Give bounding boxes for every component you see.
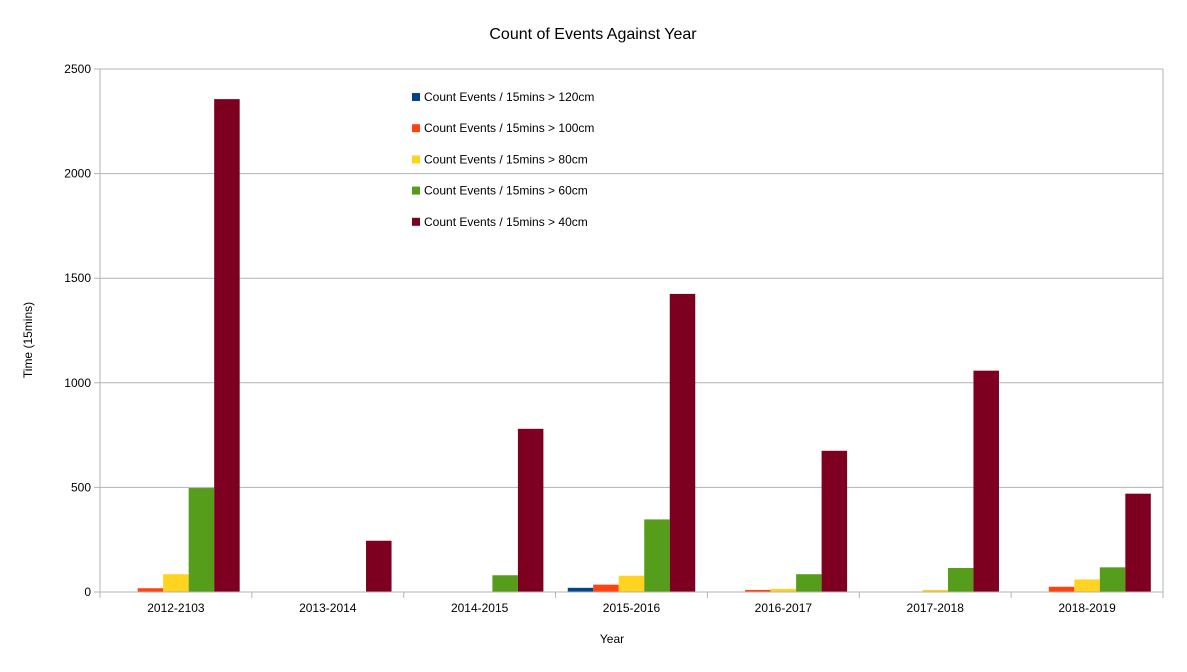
x-tick-label: 2017-2018 [907, 601, 965, 615]
bar [922, 589, 948, 592]
legend-label: Count Events / 15mins > 100cm [424, 121, 594, 135]
legend-swatch [412, 217, 420, 226]
legend-swatch [412, 186, 420, 195]
y-tick-label: 500 [71, 480, 91, 494]
bar [214, 99, 240, 592]
legend-label: Count Events / 15mins > 80cm [424, 152, 588, 166]
x-tick-label: 2015-2016 [603, 601, 661, 615]
x-tick-label: 2018-2019 [1058, 601, 1116, 615]
y-tick-label: 0 [84, 585, 91, 599]
bar [492, 575, 518, 592]
x-tick-labels: 2012-2103 2013-2014 2014-2015 2015-2016 2016… [147, 601, 1116, 615]
bar [973, 370, 999, 592]
legend-label: Count Events / 15mins > 120cm [424, 90, 594, 104]
legend: Count Events / 15mins > 120cm Count Event… [412, 90, 594, 229]
bar [669, 293, 696, 592]
bar [796, 574, 822, 592]
bar [163, 574, 189, 592]
chart-title: Count of Events Against Year [489, 26, 697, 43]
legend-label: Count Events / 15mins > 60cm [424, 184, 588, 198]
bar [593, 584, 619, 592]
x-tick-label: 2013-2014 [299, 601, 357, 615]
bar [821, 450, 848, 592]
bar [366, 540, 392, 592]
x-axis-label: Year [600, 632, 624, 646]
bar [745, 589, 771, 592]
bar [1074, 579, 1100, 592]
y-tick-label: 1000 [64, 376, 91, 390]
y-tick-label: 2500 [64, 62, 91, 76]
gridlines [94, 68, 1164, 593]
bar [644, 519, 670, 592]
y-tick-labels: 0 500 1000 1500 2000 2500 [64, 62, 91, 599]
y-axis-label: Time (15mins) [21, 302, 35, 378]
y-tick-label: 1500 [64, 271, 91, 285]
bar [618, 575, 645, 592]
legend-swatch [412, 93, 420, 101]
x-tick-label: 2016-2017 [755, 601, 813, 615]
y-tick-label: 2000 [64, 167, 91, 181]
bar [567, 587, 594, 592]
bar [770, 588, 797, 592]
x-tick-label: 2014-2015 [451, 601, 509, 615]
bar [137, 588, 164, 592]
bar [1125, 493, 1151, 592]
bar [188, 488, 215, 592]
x-axis [99, 591, 1164, 598]
bar [947, 567, 974, 592]
bar [517, 428, 544, 592]
legend-label: Count Events / 15mins > 40cm [424, 215, 588, 229]
bar [1099, 567, 1126, 592]
legend-swatch [412, 124, 420, 133]
bars [137, 99, 1151, 592]
legend-swatch [412, 155, 420, 164]
bar [1048, 586, 1075, 592]
x-tick-label: 2012-2103 [147, 601, 205, 615]
